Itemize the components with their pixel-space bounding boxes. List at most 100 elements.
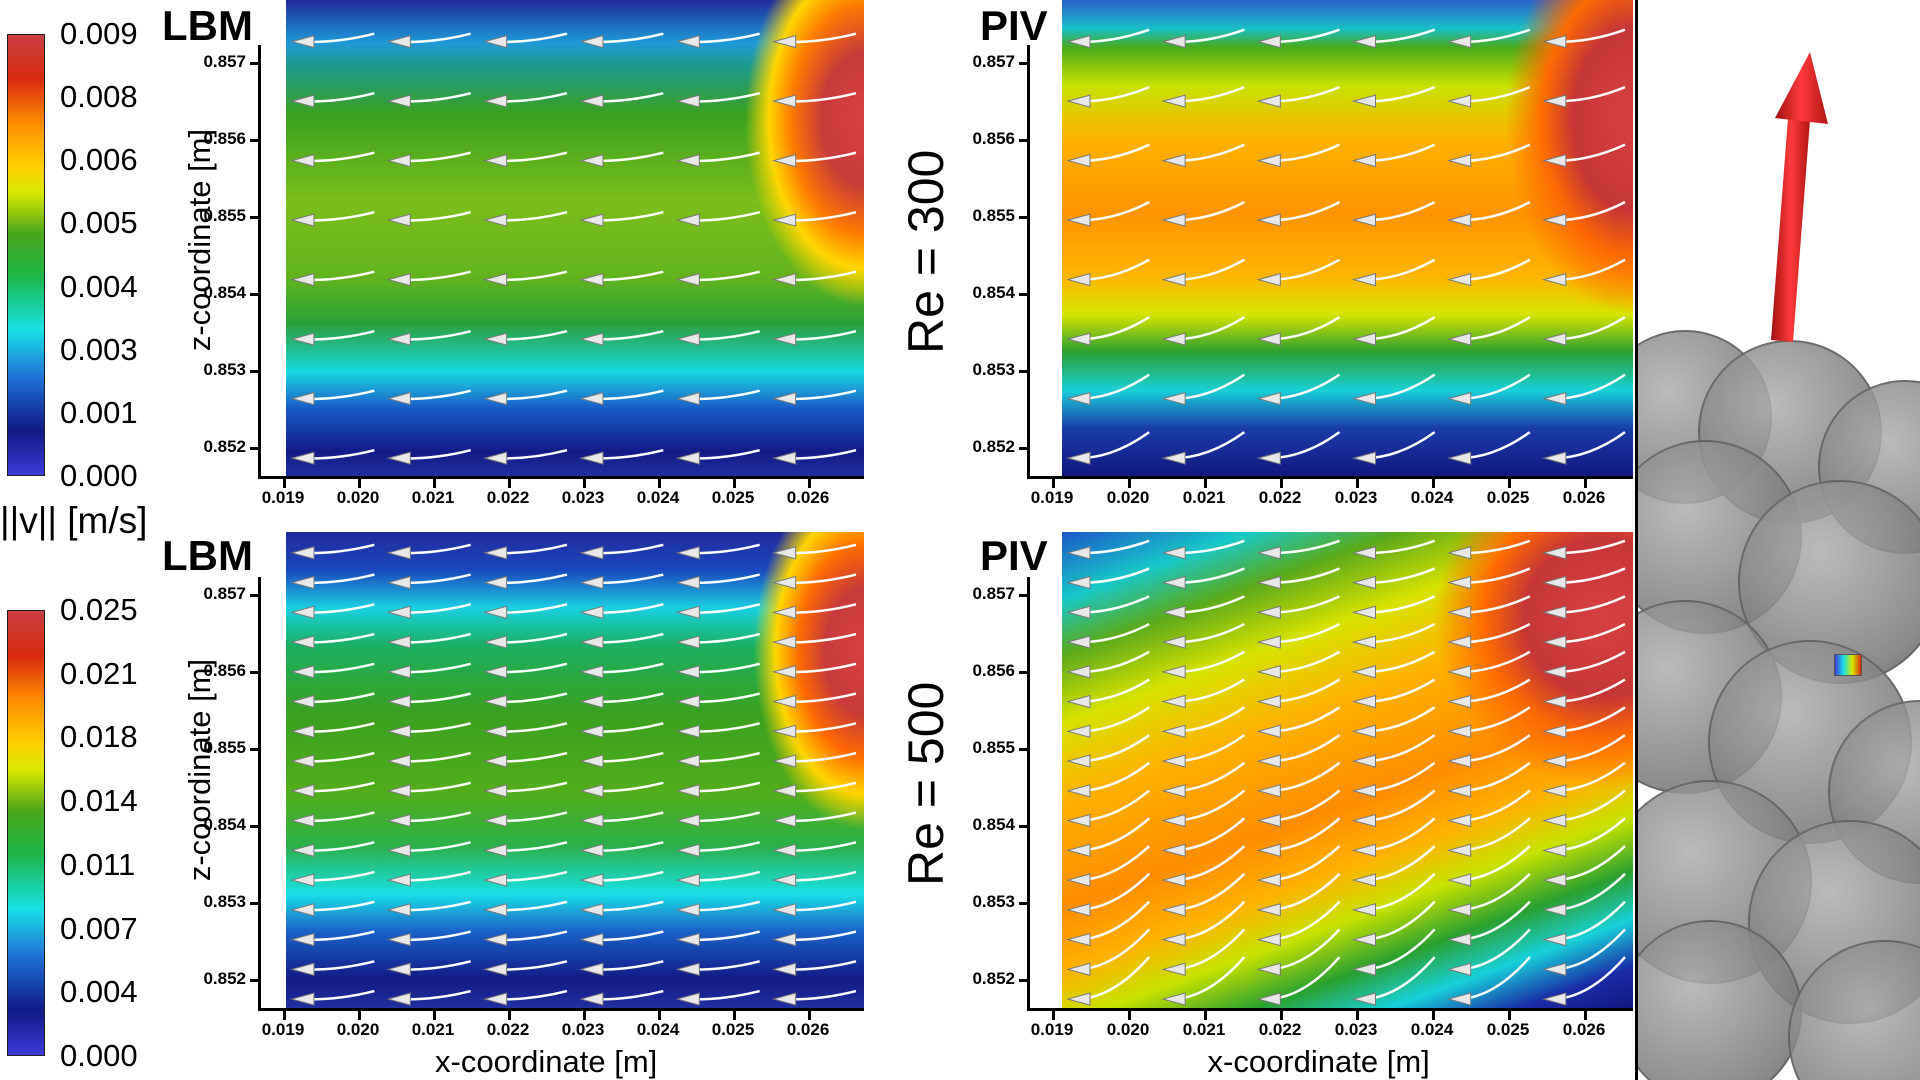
z-tick-mark — [250, 594, 260, 597]
streamline-arrowhead — [1351, 213, 1376, 227]
streamline-arrowhead — [579, 213, 604, 227]
streamline-arrowhead — [482, 962, 508, 976]
streamline-arrowhead — [1256, 546, 1281, 560]
x-tick-mark — [283, 478, 286, 488]
streamline-arrowhead — [482, 754, 508, 768]
streamlines — [290, 543, 857, 1006]
streamline-arrowhead — [290, 754, 315, 768]
z-tick-mark — [1019, 748, 1029, 751]
x-tick-mark — [1508, 478, 1511, 488]
streamline-arrowhead — [771, 962, 797, 976]
streamline-arrowhead — [1066, 332, 1091, 346]
x-tick-mark — [808, 478, 811, 488]
x-tick-mark — [1432, 1010, 1435, 1020]
colorbar-title: ||v|| [m/s] — [0, 500, 148, 541]
streamline-arrowhead — [771, 665, 797, 679]
streamline-arrowhead — [290, 575, 315, 590]
streamline-arrowhead — [1256, 813, 1281, 828]
streamline-arrowhead — [1446, 94, 1472, 108]
z-tick-mark — [250, 671, 260, 674]
streamlines — [290, 32, 857, 465]
streamline-arrowhead — [1161, 34, 1186, 49]
streamline-arrowhead — [1541, 94, 1567, 108]
x-tick-mark — [508, 1010, 511, 1020]
streamline-arrowhead — [1161, 962, 1186, 976]
streamline-arrowhead — [1446, 813, 1472, 828]
streamline-arrowhead — [1541, 391, 1567, 406]
x-tick-label: 0.023 — [1334, 488, 1378, 507]
streamline-arrowhead — [1351, 546, 1376, 560]
streamline-arrowhead — [1066, 665, 1091, 679]
x-tick-label: 0.026 — [786, 488, 830, 507]
streamline-arrowhead — [1446, 843, 1472, 857]
streamline-arrowhead — [482, 932, 508, 947]
streamline-arrowhead — [290, 813, 315, 828]
streamline-arrowhead — [579, 724, 604, 738]
streamline-arrowhead — [1446, 962, 1472, 976]
streamline-arrowhead — [1351, 451, 1376, 465]
streamline — [1547, 956, 1626, 1001]
streamline-arrowhead — [482, 724, 508, 738]
streamlines — [1066, 28, 1626, 465]
velocity-field-piv-1 — [1062, 0, 1633, 476]
streamline-arrowhead — [482, 546, 508, 560]
z-tick-label: 0.852 — [203, 969, 246, 988]
x-tick-mark — [583, 478, 586, 488]
streamline-arrowhead — [386, 665, 411, 679]
streamline-arrowhead — [482, 694, 508, 709]
streamline-arrowhead — [1446, 903, 1472, 917]
streamline-arrowhead — [1351, 784, 1376, 798]
streamline-arrowhead — [1446, 391, 1472, 406]
z-tick-mark — [1019, 594, 1029, 597]
streamline-arrowhead — [1161, 665, 1186, 679]
x-tick-label: 0.023 — [561, 488, 605, 507]
x-tick-mark — [733, 1010, 736, 1020]
x-tick-label: 0.024 — [1410, 488, 1454, 507]
x-axis-line — [258, 476, 864, 479]
streamline-arrowhead — [1541, 272, 1567, 287]
colorbar-top — [7, 34, 45, 476]
streamline-arrowhead — [290, 635, 315, 649]
streamline-arrowhead — [579, 992, 604, 1006]
streamline-arrowhead — [1351, 843, 1376, 857]
streamline-arrowhead — [1541, 754, 1567, 768]
streamline-arrowhead — [771, 873, 797, 887]
streamline-arrowhead — [675, 843, 700, 857]
streamline-arrowhead — [771, 451, 797, 465]
x-tick-mark — [1204, 1010, 1207, 1020]
streamline-arrowhead — [1066, 546, 1091, 560]
streamline-arrowhead — [386, 546, 411, 560]
x-tick-mark — [1052, 1010, 1055, 1020]
streamline-arrowhead — [1066, 932, 1091, 947]
streamline-arrowhead — [675, 903, 700, 917]
x-tick-mark — [583, 1010, 586, 1020]
z-tick-label: 0.854 — [972, 815, 1015, 834]
streamline-arrowhead — [1256, 903, 1281, 917]
colorbar-top-tick-label: 0.003 — [60, 331, 138, 367]
streamline-arrowhead — [386, 272, 411, 287]
streamline-arrowhead — [1161, 153, 1186, 168]
streamline-arrowhead — [675, 813, 700, 828]
streamline-arrowhead — [290, 724, 315, 738]
z-tick-mark — [1019, 139, 1029, 142]
colorbar-bottom-tick-label: 0.014 — [60, 783, 138, 819]
streamline-arrowhead — [386, 213, 411, 227]
streamline-arrowhead — [1541, 843, 1567, 857]
streamline-arrowhead — [1066, 903, 1091, 917]
streamline-arrowhead — [386, 34, 411, 49]
streamline-arrowhead — [1446, 694, 1472, 709]
colorbar-bottom-tick-label: 0.004 — [60, 974, 138, 1010]
streamline-arrowhead — [1161, 635, 1186, 649]
streamline-arrowhead — [290, 962, 315, 976]
streamline-arrowhead — [1066, 754, 1091, 768]
x-tick-mark — [1128, 478, 1131, 488]
streamline-arrowhead — [1066, 451, 1091, 465]
streamline-arrowhead — [1161, 992, 1186, 1006]
streamline-arrowhead — [1066, 992, 1091, 1006]
streamline-arrowhead — [1446, 665, 1472, 679]
streamline-arrowhead — [1446, 605, 1472, 619]
y-axis-line — [258, 45, 261, 476]
x-tick-label: 0.019 — [1030, 488, 1074, 507]
streamline-arrowhead — [1256, 843, 1281, 857]
colorbar-top-tick-label: 0.008 — [60, 79, 138, 115]
